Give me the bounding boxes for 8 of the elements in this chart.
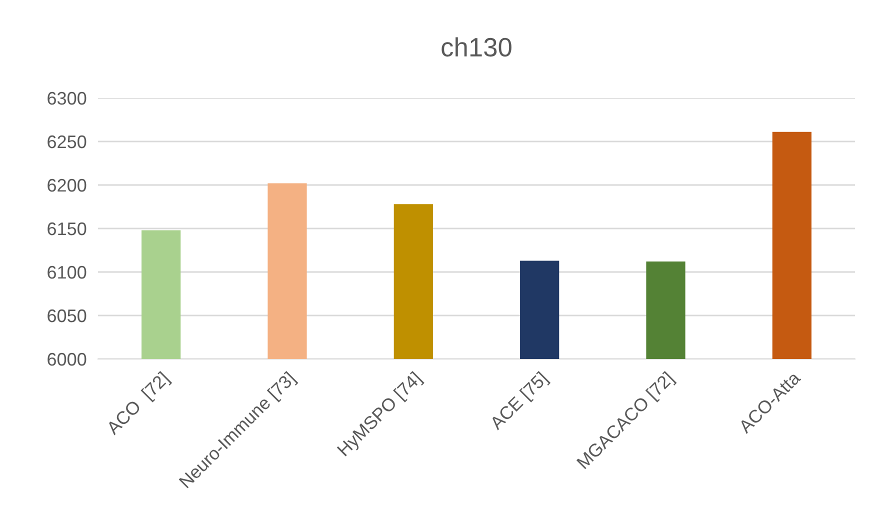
y-tick-label: 6200	[48, 178, 86, 192]
y-tick-label: 6100	[48, 266, 86, 279]
chart-title: ch130	[442, 37, 512, 57]
y-tick-label: 6150	[48, 222, 86, 236]
y-tick-label: 6300	[48, 92, 86, 105]
y-tick-label: 6050	[48, 309, 86, 322]
y-tick-label: 6250	[48, 135, 86, 148]
y-tick-label: 6000	[48, 352, 86, 366]
